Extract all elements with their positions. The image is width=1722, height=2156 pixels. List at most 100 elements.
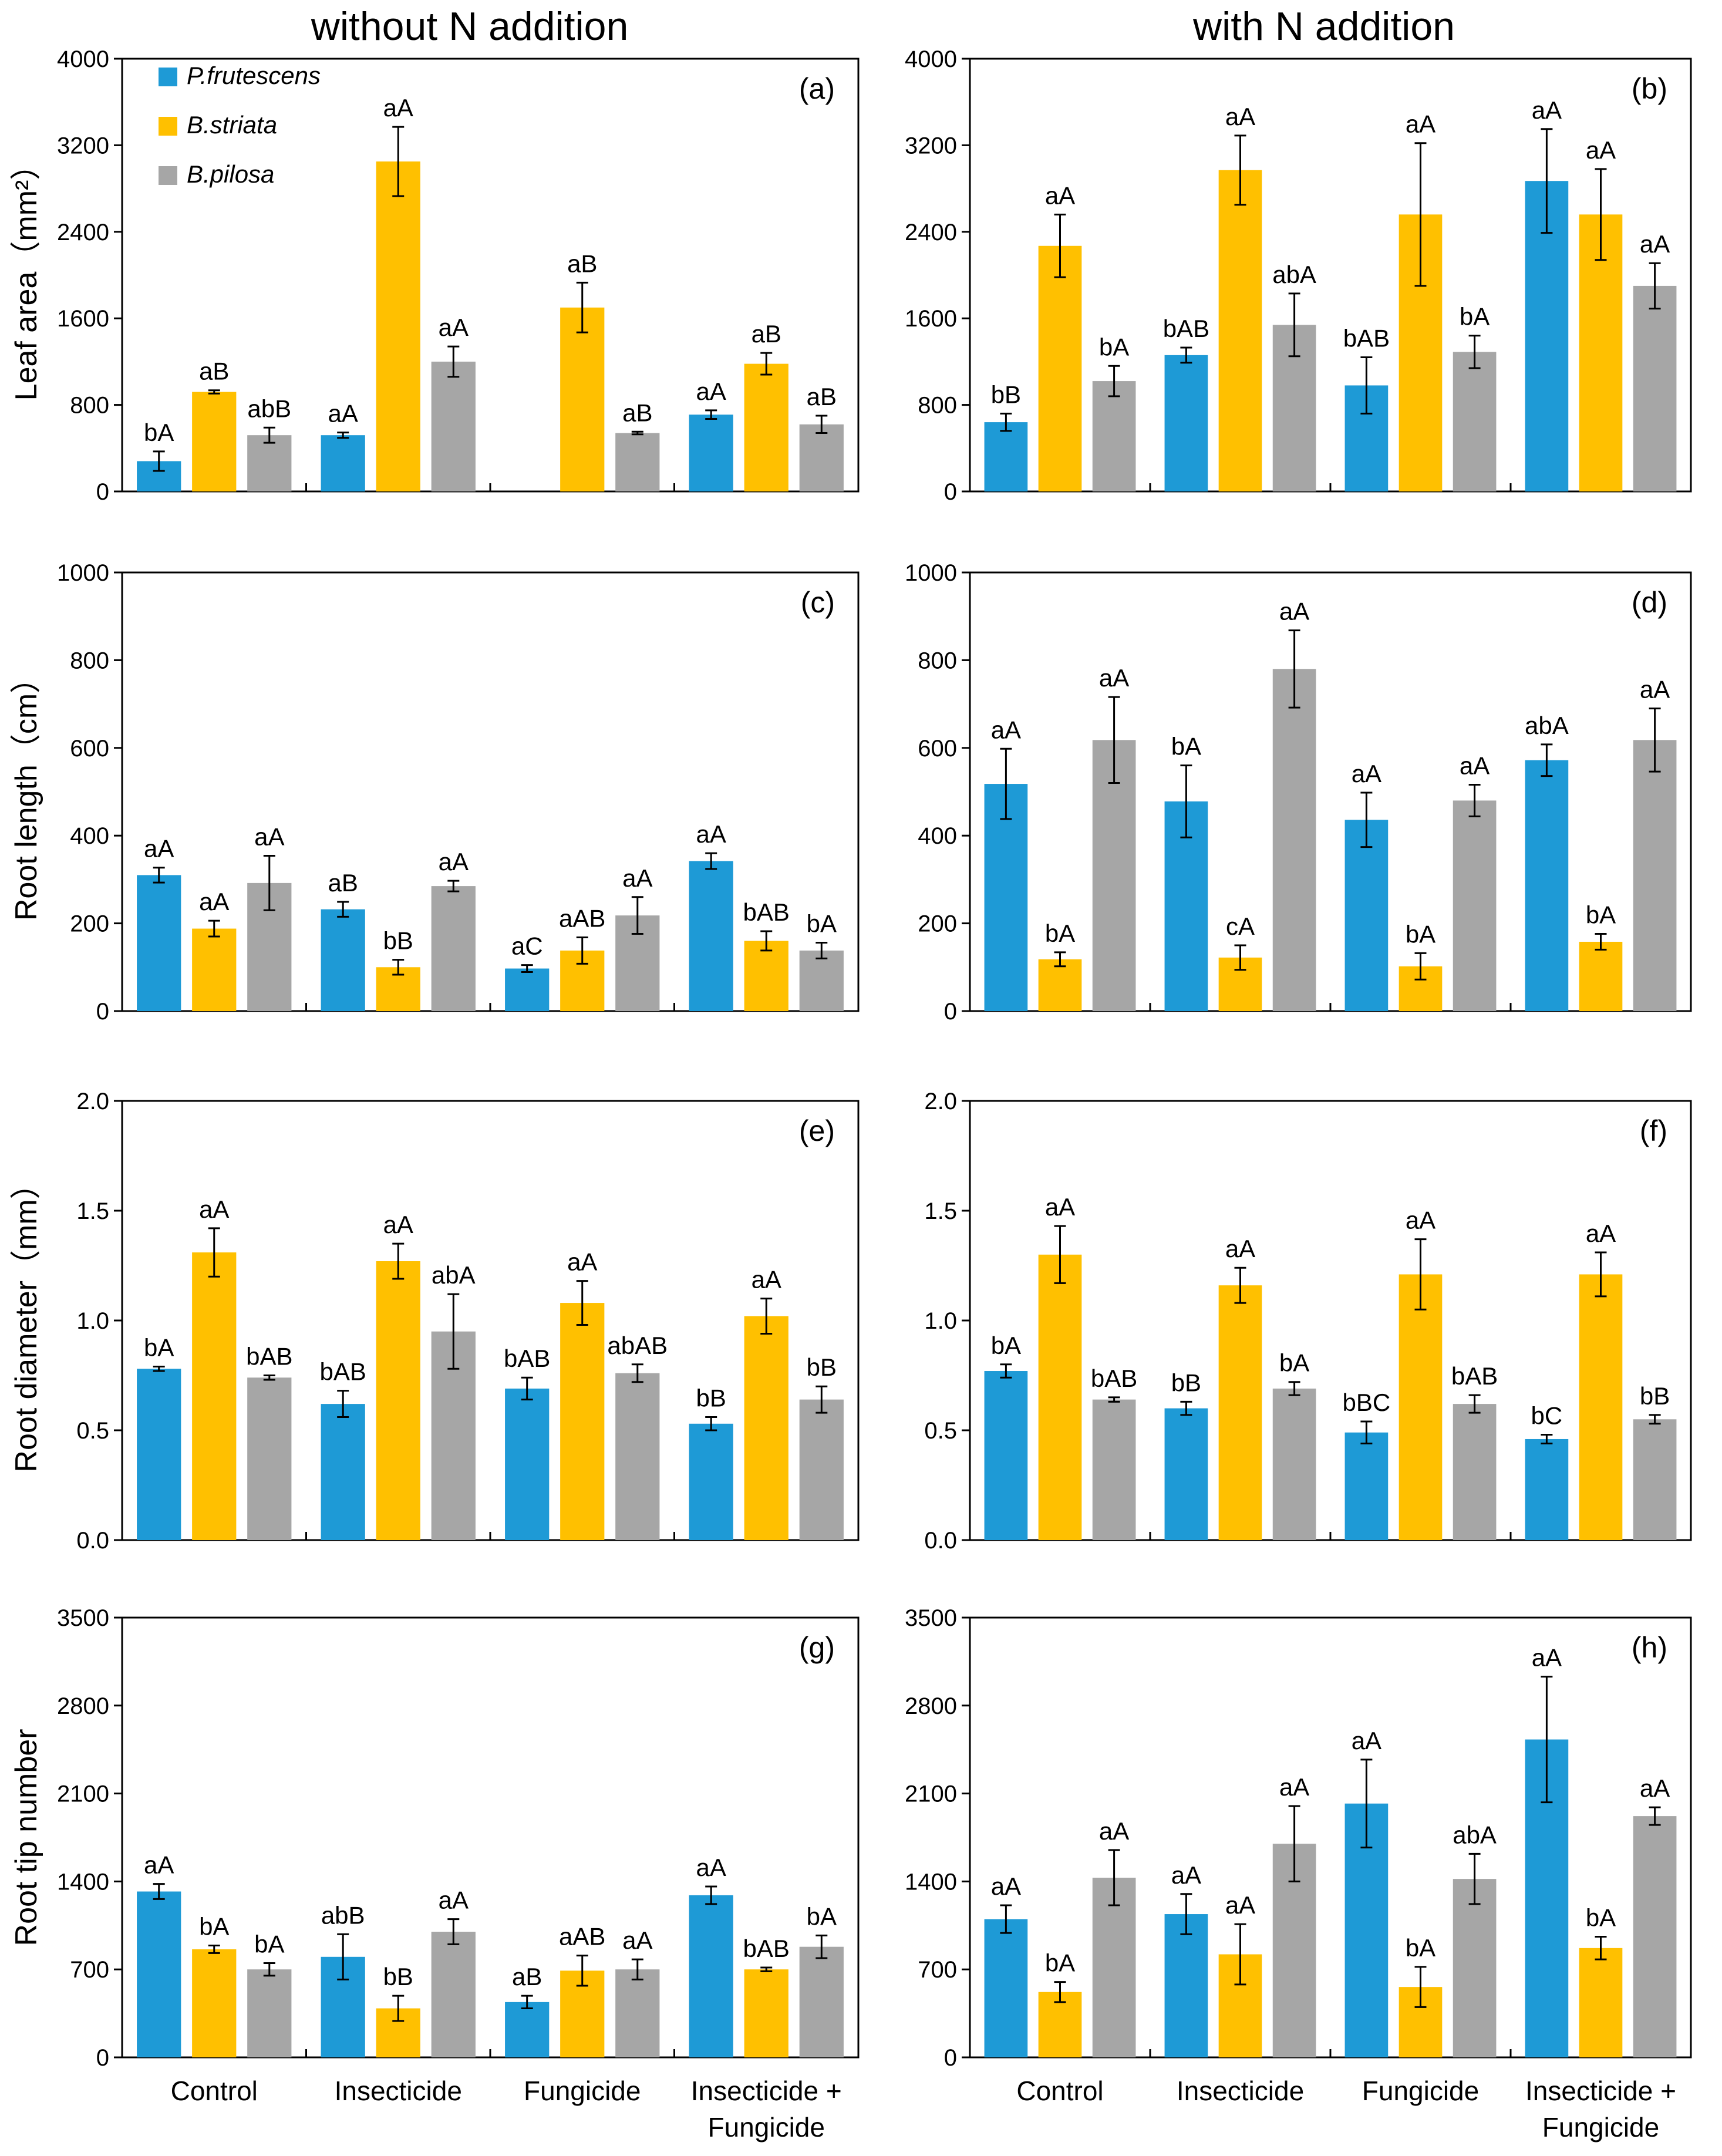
y-tick-label: 1400 (905, 1869, 957, 1895)
bar-b-pilosa (1092, 1399, 1136, 1540)
significance-label: aA (254, 823, 284, 851)
significance-label: bB (1640, 1382, 1670, 1410)
panel-label: (g) (799, 1631, 835, 1664)
significance-label: aA (1352, 1727, 1381, 1754)
bar-b-striata (376, 161, 420, 492)
chart-panel-d: 0 200 400 600 800 1000 (d) aA bA aA abA bA cA bA bA aA a… (905, 560, 1692, 1025)
bar-b-pilosa (1092, 381, 1136, 491)
significance-label: bA (991, 1332, 1021, 1359)
significance-label: bAB (504, 1345, 550, 1372)
significance-label: bA (254, 1931, 284, 1958)
significance-label: aA (439, 1886, 469, 1914)
bar-b-striata (1038, 245, 1082, 491)
significance-label: aA (439, 848, 469, 875)
bar-b-pilosa (1272, 1388, 1316, 1540)
bar-b-striata (744, 1316, 788, 1540)
bar-p-frutescens (137, 1891, 181, 2057)
chart-panel-f: 0.0 0.5 1.0 1.5 2.0 (f) bA bB bBC bC aA aA aA aA bAB bA… (924, 1089, 1692, 1554)
y-tick-label: 2100 (57, 1781, 109, 1807)
panel-label: (a) (799, 72, 835, 105)
significance-label: aA (991, 716, 1021, 743)
bar-b-striata (192, 1252, 237, 1540)
significance-label: aA (1225, 103, 1255, 130)
y-tick-label: 800 (918, 393, 957, 419)
significance-label: abAB (607, 1332, 668, 1359)
significance-label: bAB (246, 1343, 292, 1370)
significance-label: aA (696, 378, 726, 405)
bar-p-frutescens (1164, 1408, 1208, 1540)
bar-b-striata (1579, 1948, 1623, 2057)
significance-label: aA (1532, 1644, 1562, 1672)
y-tick-label: 2800 (905, 1693, 957, 1719)
x-category-label: Control (171, 2076, 258, 2106)
significance-label: aA (1045, 181, 1075, 209)
significance-label: aA (199, 888, 229, 915)
x-category-label: Insecticide + (691, 2076, 842, 2106)
significance-label: abA (1525, 712, 1569, 739)
significance-label: bA (144, 1334, 174, 1362)
bar-p-frutescens (137, 1369, 181, 1540)
significance-label: abA (432, 1261, 476, 1289)
bar-b-striata (744, 363, 788, 491)
bar-b-pilosa (1272, 669, 1316, 1011)
significance-label: bAB (320, 1358, 366, 1386)
y-tick-label: 4000 (57, 46, 109, 72)
significance-label: aB (622, 399, 652, 426)
y-tick-label: 1000 (57, 560, 109, 586)
bar-b-pilosa (247, 1969, 292, 2057)
panel-label: (e) (799, 1114, 835, 1147)
significance-label: abA (1453, 1821, 1497, 1848)
significance-label: aA (1586, 136, 1616, 164)
y-tick-label: 0 (944, 2045, 957, 2071)
bar-b-striata (560, 307, 605, 491)
significance-label: aAB (559, 1923, 605, 1950)
significance-label: aA (1279, 1773, 1309, 1801)
significance-label: aA (383, 1211, 413, 1238)
bar-p-frutescens (321, 909, 365, 1011)
bar-b-pilosa (799, 950, 844, 1011)
bar-p-frutescens (1164, 1914, 1208, 2057)
legend-label: B.pilosa (187, 160, 274, 188)
y-tick-label: 0 (96, 479, 109, 505)
bar-b-pilosa (431, 361, 476, 491)
significance-label: abB (321, 1901, 365, 1929)
bar-b-striata (744, 1969, 788, 2057)
significance-label: bB (1171, 1369, 1201, 1396)
significance-label: bAB (1343, 325, 1390, 352)
bar-p-frutescens (1164, 355, 1208, 491)
significance-label: bA (1406, 920, 1435, 948)
legend-swatch (159, 68, 177, 86)
significance-label: aB (328, 869, 358, 897)
significance-label: bB (807, 1353, 837, 1381)
significance-label: aA (991, 1872, 1021, 1900)
y-tick-label: 700 (918, 1957, 957, 1983)
column-title-with-n: with N addition (1192, 4, 1455, 49)
bar-b-pilosa (431, 886, 476, 1011)
y-tick-label: 0 (96, 2045, 109, 2071)
x-category-label: Control (1016, 2076, 1103, 2106)
significance-label: aB (199, 358, 229, 385)
y-tick-label: 800 (70, 393, 109, 419)
bar-p-frutescens (1525, 1439, 1569, 1540)
y-tick-label: 2400 (905, 220, 957, 245)
panel-label: (b) (1632, 72, 1667, 105)
bar-b-pilosa (615, 1373, 660, 1540)
legend-swatch (159, 166, 177, 185)
significance-label: bA (1099, 333, 1129, 361)
significance-label: aA (1460, 752, 1490, 780)
bar-p-frutescens (505, 2002, 550, 2057)
y-tick-label: 0.0 (76, 1528, 109, 1554)
y-tick-label: 1.0 (924, 1308, 957, 1334)
y-tick-label: 200 (918, 911, 957, 937)
y-tick-label: 1600 (57, 306, 109, 332)
chart-panel-c: 0 200 400 600 800 1000 Root length（cm） (c) aA aB a… (9, 560, 860, 1025)
chart-panel-a: 0 800 1600 2400 3200 4000 Leaf area（mm²） (a) bA a… (9, 46, 860, 505)
y-tick-label: 1000 (905, 560, 957, 586)
significance-label: bB (383, 1963, 413, 1990)
bar-p-frutescens (984, 422, 1028, 491)
panel-label: (f) (1640, 1114, 1667, 1147)
significance-label: bA (1045, 919, 1075, 947)
bar-p-frutescens (321, 1404, 365, 1540)
column-title-without-n: without N addition (311, 4, 629, 49)
bar-b-striata (1579, 941, 1623, 1011)
